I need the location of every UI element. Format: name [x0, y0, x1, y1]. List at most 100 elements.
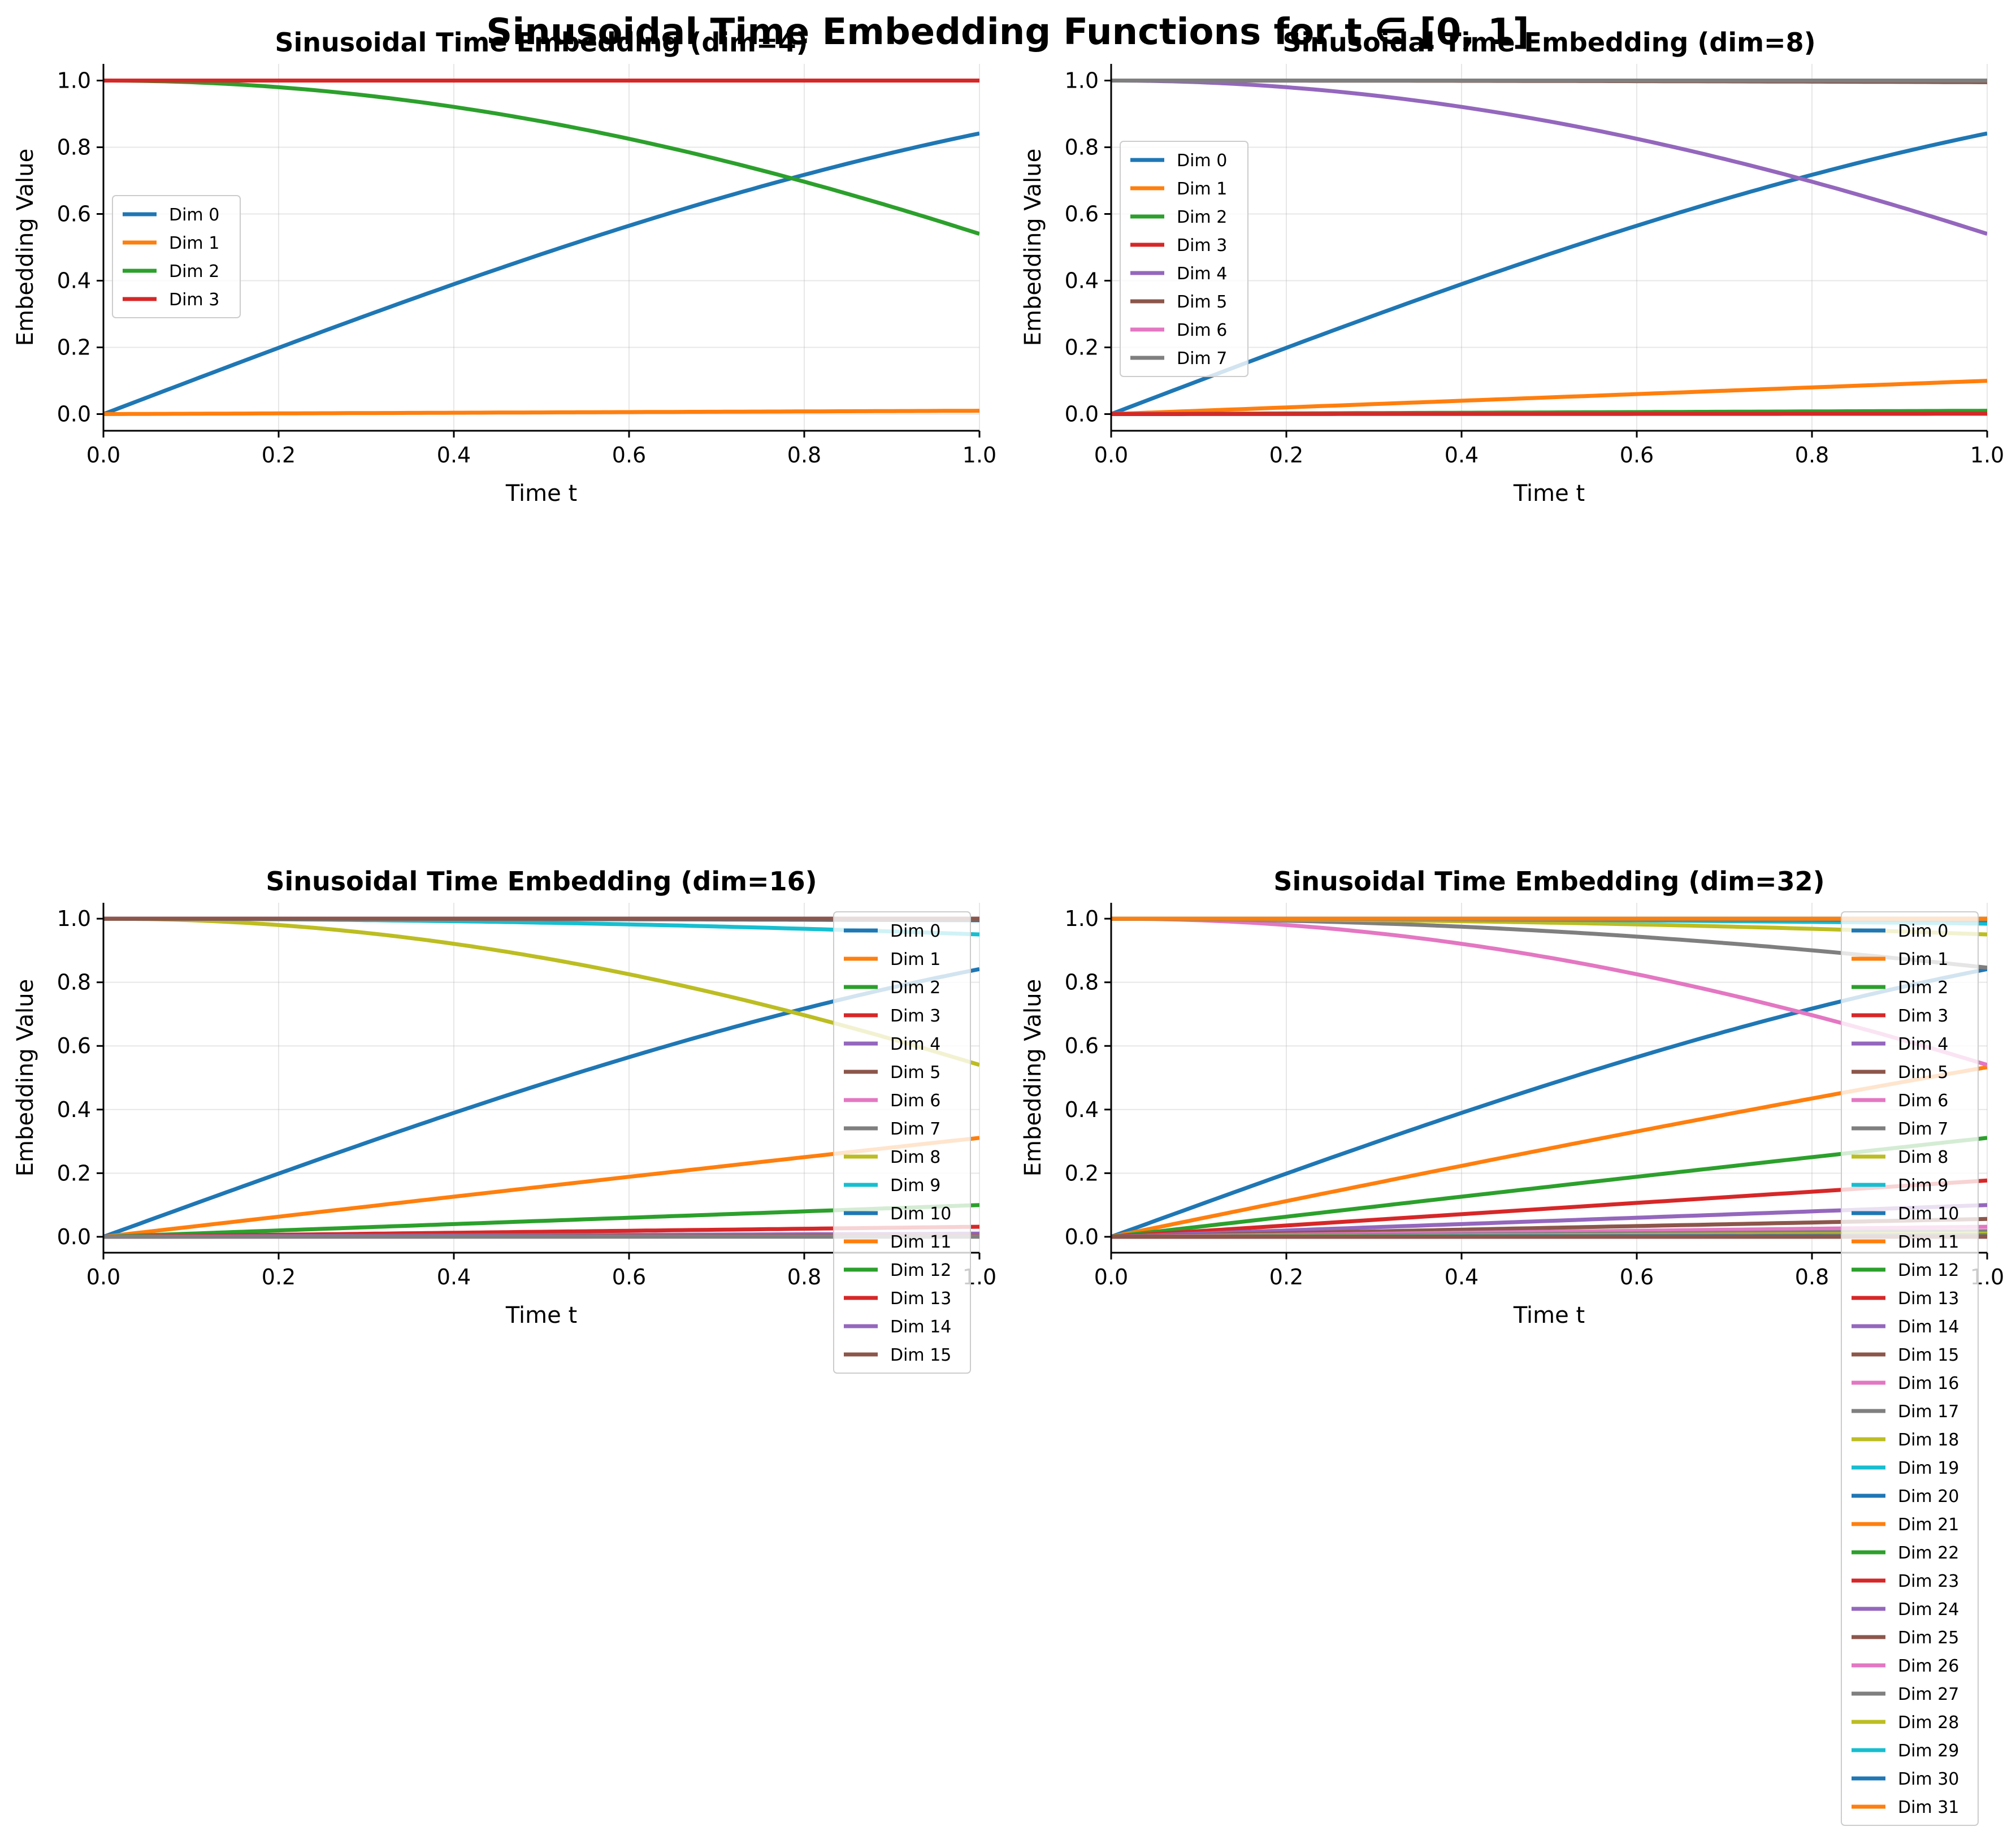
- series-line-dim-4: [1111, 79, 1987, 236]
- legend-label: Dim 10: [1898, 1204, 1959, 1224]
- legend-label: Dim 7: [1898, 1119, 1948, 1139]
- y-tick-label: 0.6: [1065, 202, 1099, 227]
- x-tick-label: 0.8: [1795, 443, 1829, 468]
- series-line-dim-1: [103, 409, 979, 416]
- y-tick-label: 0.0: [1065, 1224, 1099, 1249]
- y-tick-label: 0.0: [57, 1224, 91, 1249]
- x-tick-label: 0.0: [86, 1265, 120, 1289]
- legend-label: Dim 17: [1898, 1402, 1959, 1422]
- legend-label: Dim 3: [1177, 236, 1227, 256]
- legend-label: Dim 9: [890, 1176, 940, 1196]
- legend-label: Dim 22: [1898, 1543, 1959, 1563]
- x-tick-label: 0.6: [1620, 443, 1654, 468]
- legend-label: Dim 14: [1898, 1317, 1959, 1337]
- legend-label: Dim 20: [1898, 1487, 1959, 1507]
- x-tick-label: 0.6: [612, 443, 646, 468]
- x-tick-label: 0.4: [437, 1265, 471, 1289]
- y-tick-label: 1.0: [1065, 68, 1099, 93]
- legend-label: Dim 7: [1177, 349, 1227, 369]
- legend-label: Dim 4: [890, 1034, 940, 1054]
- legend-label: Dim 1: [169, 233, 219, 253]
- chart-panel-dim-4: 0.0 0.2 0.4 0.6 0.8 1.0 0.0 0.2 0.4 0.6 0.8 1.0 Time…: [12, 27, 996, 507]
- legend-label: Dim 7: [890, 1119, 940, 1139]
- legend-label: Dim 30: [1898, 1769, 1959, 1789]
- legend-label: Dim 12: [890, 1261, 951, 1280]
- y-axis-label: Embedding Value: [1020, 979, 1046, 1176]
- legend-label: Dim 31: [1898, 1798, 1959, 1817]
- legend-label: Dim 29: [1898, 1741, 1959, 1761]
- legend-label: Dim 21: [1898, 1515, 1959, 1535]
- legend-label: Dim 4: [1898, 1034, 1948, 1054]
- legend-label: Dim 3: [890, 1006, 940, 1026]
- legend-label: Dim 15: [1898, 1345, 1959, 1365]
- y-tick-label: 0.0: [57, 402, 91, 427]
- y-axis-label: Embedding Value: [12, 979, 38, 1176]
- legend-label: Dim 10: [890, 1204, 951, 1224]
- y-tick-label: 0.8: [57, 970, 91, 995]
- x-tick-label: 0.0: [86, 443, 120, 468]
- legend-label: Dim 5: [1177, 292, 1227, 312]
- series-line-dim-2: [103, 79, 979, 236]
- legend-label: Dim 12: [1898, 1261, 1959, 1280]
- legend-label: Dim 25: [1898, 1628, 1959, 1648]
- x-tick-label: 0.8: [1795, 1265, 1829, 1289]
- chart-panel-dim-32: 0.0 0.2 0.4 0.6 0.8 1.00.00.20.40.60.81.0Time…: [1020, 866, 2004, 1826]
- y-tick-label: 0.8: [1065, 970, 1099, 995]
- y-tick-label: 0.4: [1065, 1097, 1099, 1122]
- legend: Dim 0 Dim 1 Dim 2 Dim 3: [112, 195, 241, 318]
- legend-label: Dim 5: [890, 1063, 940, 1083]
- y-tick-label: 0.4: [1065, 269, 1099, 293]
- legend-label: Dim 13: [1898, 1289, 1959, 1309]
- y-tick-label: 0.8: [1065, 135, 1099, 160]
- series-lines: [103, 79, 979, 416]
- x-tick-label: 0.6: [612, 1265, 646, 1289]
- y-tick-label: 0.2: [1065, 1161, 1099, 1185]
- x-tick-label: 0.8: [787, 443, 821, 468]
- series-line-dim-0: [103, 131, 979, 416]
- y-tick-label: 1.0: [57, 906, 91, 931]
- y-tick-label: 1.0: [57, 68, 91, 93]
- legend-label: Dim 6: [1177, 321, 1227, 340]
- y-axis-label: Embedding Value: [12, 149, 38, 346]
- legend-label: Dim 18: [1898, 1430, 1959, 1450]
- y-tick-label: 0.0: [1065, 402, 1099, 427]
- y-tick-label: 0.2: [57, 335, 91, 360]
- legend-label: Dim 3: [1898, 1006, 1948, 1026]
- legend-label: Dim 2: [890, 978, 940, 998]
- legend-label: Dim 24: [1898, 1600, 1959, 1620]
- legend-label: Dim 8: [890, 1148, 940, 1167]
- legend-label: Dim 4: [1177, 264, 1227, 284]
- x-tick-label: 0.6: [1620, 1265, 1654, 1289]
- legend: Dim 0 Dim 1 Dim 2 Dim 3 Dim 4 Dim 5 Dim 6 Dim 7…: [1841, 911, 1979, 1826]
- y-tick-label: 0.6: [1065, 1033, 1099, 1058]
- x-axis-label: Time t: [1513, 1302, 1585, 1328]
- legend-box: [112, 195, 241, 318]
- x-tick-label: 1.0: [963, 443, 996, 468]
- chart-title: Sinusoidal Time Embedding (dim=8): [1282, 27, 1815, 58]
- x-tick-label: 1.0: [1970, 443, 2004, 468]
- legend-label: Dim 3: [169, 290, 219, 310]
- x-tick-label: 0.4: [1445, 1265, 1479, 1289]
- legend-label: Dim 0: [1898, 921, 1948, 941]
- legend-label: Dim 1: [1177, 179, 1227, 199]
- legend-label: Dim 5: [1898, 1063, 1948, 1083]
- legend-label: Dim 27: [1898, 1685, 1959, 1704]
- legend-label: Dim 0: [169, 205, 219, 225]
- y-tick-label: 1.0: [1065, 906, 1099, 931]
- legend-label: Dim 23: [1898, 1572, 1959, 1591]
- figure-title: Sinusoidal Time Embedding Functions for …: [486, 11, 1529, 53]
- legend-label: Dim 11: [1898, 1232, 1959, 1252]
- x-tick-label: 0.2: [262, 1265, 296, 1289]
- legend-label: Dim 11: [890, 1232, 951, 1252]
- chart-title: Sinusoidal Time Embedding (dim=32): [1273, 866, 1824, 897]
- y-axis-label: Embedding Value: [1020, 149, 1046, 346]
- y-tick-label: 0.6: [57, 1033, 91, 1058]
- legend-label: Dim 1: [1898, 950, 1948, 969]
- y-tick-label: 0.4: [57, 269, 91, 293]
- x-axis-label: Time t: [505, 1302, 577, 1328]
- y-tick-label: 0.6: [57, 202, 91, 227]
- series-line-dim-1: [1111, 379, 1987, 416]
- legend-label: Dim 16: [1898, 1374, 1959, 1393]
- legend-label: Dim 2: [1177, 207, 1227, 227]
- legend-label: Dim 0: [1177, 151, 1227, 171]
